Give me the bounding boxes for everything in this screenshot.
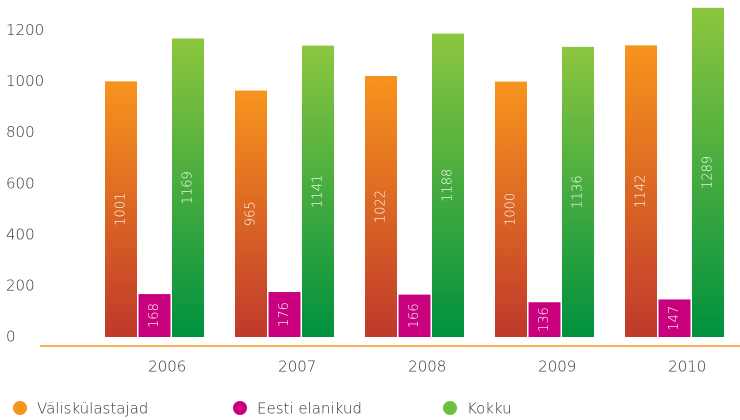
- data-label: 1022: [374, 190, 389, 223]
- y-tick-label: 600: [6, 174, 35, 192]
- data-label: 1188: [441, 169, 456, 202]
- legend-swatch: [233, 401, 247, 415]
- data-label: 1142: [634, 175, 649, 208]
- data-label: 1001: [114, 193, 129, 226]
- bar: [105, 81, 137, 337]
- y-tick-label: 0: [6, 328, 16, 346]
- data-label: 147: [667, 306, 682, 331]
- x-tick-label: 2007: [278, 358, 316, 376]
- bar: [432, 33, 464, 337]
- legend-label: Kokku: [467, 400, 512, 418]
- legend-label: Eesti elanikud: [257, 400, 362, 418]
- data-label: 176: [277, 302, 292, 327]
- data-label: 1169: [181, 171, 196, 204]
- bar: [398, 294, 431, 337]
- data-label: 168: [147, 303, 162, 328]
- bar: [625, 45, 657, 337]
- y-tick-label: 200: [6, 276, 35, 294]
- data-label: 1141: [311, 175, 326, 208]
- bar: [562, 46, 594, 337]
- y-tick-label: 1200: [6, 21, 44, 39]
- bar: [172, 38, 204, 337]
- x-tick-label: 2006: [148, 358, 186, 376]
- bar: [235, 90, 267, 337]
- bar: [365, 75, 397, 338]
- data-label: 166: [407, 303, 422, 328]
- data-label: 1000: [504, 193, 519, 226]
- y-tick-label: 400: [6, 225, 35, 243]
- data-label: 136: [537, 307, 552, 332]
- bar: [138, 294, 171, 337]
- legend-swatch: [443, 401, 457, 415]
- legend-label: Väliskülastajad: [37, 400, 148, 418]
- bar: [528, 302, 561, 337]
- bar: [692, 7, 724, 337]
- data-label: 1289: [701, 156, 716, 189]
- bar: [268, 292, 301, 337]
- data-label: 1136: [571, 175, 586, 208]
- bar: [302, 45, 334, 338]
- legend-swatch: [13, 401, 27, 415]
- x-tick-label: 2008: [408, 358, 446, 376]
- y-tick-label: 800: [6, 123, 35, 141]
- y-tick-label: 1000: [6, 72, 44, 90]
- x-tick-label: 2009: [538, 358, 576, 376]
- data-label: 965: [244, 201, 259, 226]
- x-tick-label: 2010: [668, 358, 706, 376]
- bar: [495, 81, 527, 337]
- bar: [658, 299, 691, 337]
